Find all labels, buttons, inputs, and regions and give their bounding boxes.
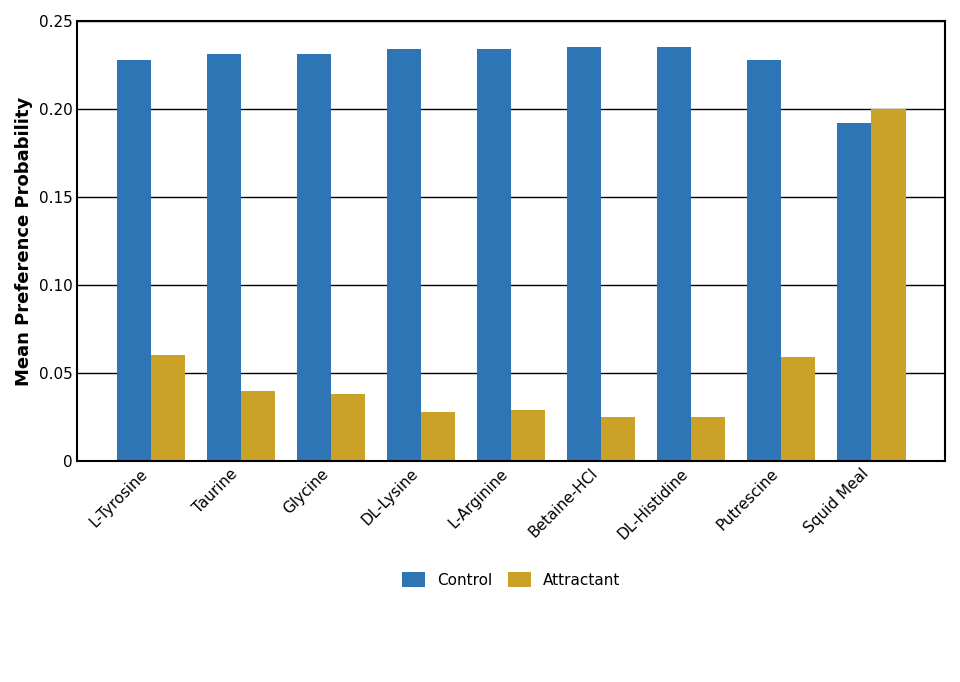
Bar	[781, 357, 815, 461]
Legend: Control, Attractant: Control, Attractant	[396, 565, 626, 594]
Bar	[872, 109, 905, 461]
Y-axis label: Mean Preference Probability: Mean Preference Probability	[15, 96, 33, 385]
Bar	[601, 417, 636, 461]
Bar	[421, 412, 455, 461]
Bar	[747, 60, 781, 461]
Bar	[477, 49, 511, 461]
Bar	[657, 48, 691, 461]
Bar	[567, 48, 601, 461]
Bar	[511, 410, 545, 461]
Bar	[206, 55, 241, 461]
Bar	[116, 60, 151, 461]
Bar	[331, 394, 365, 461]
Bar	[297, 55, 331, 461]
Bar	[241, 391, 276, 461]
Bar	[837, 123, 872, 461]
Bar	[387, 49, 421, 461]
Bar	[691, 417, 726, 461]
Bar	[151, 355, 185, 461]
